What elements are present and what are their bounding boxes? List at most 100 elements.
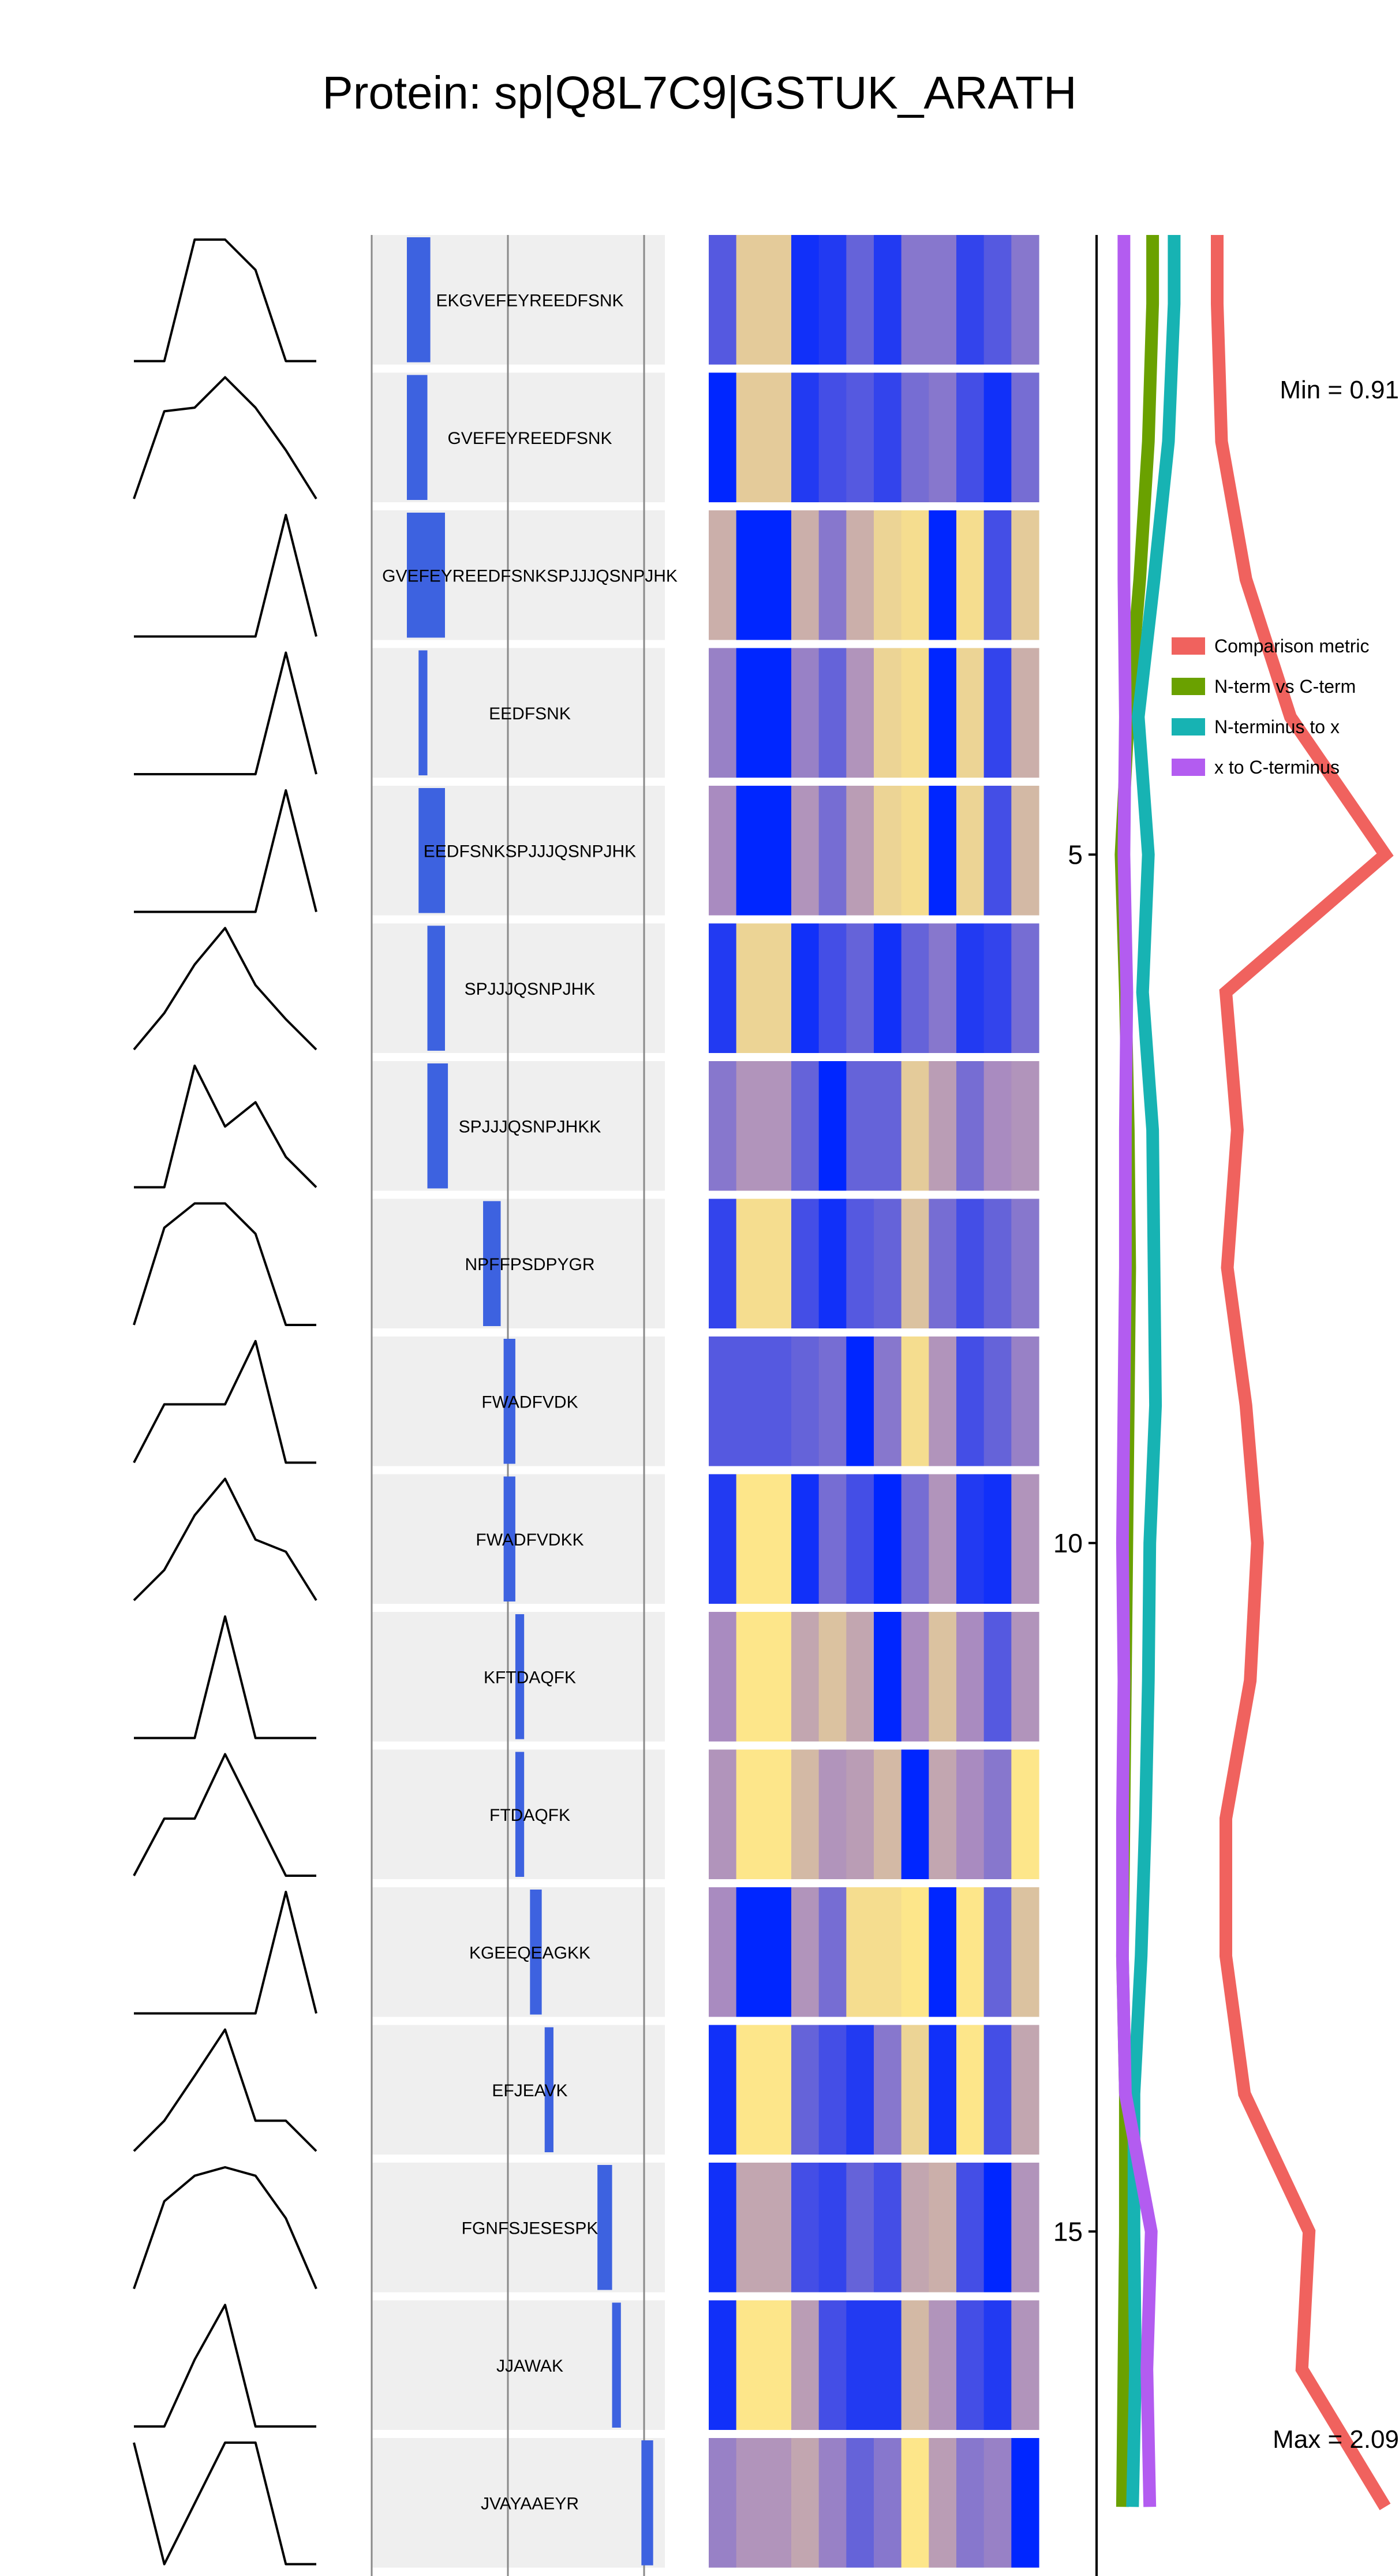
heatmap-cell [846,1749,874,1879]
heatmap-cell [791,1336,820,1466]
heatmap-cell [901,1474,929,1604]
heatmap-cell [1011,648,1039,778]
heatmap-cell [983,1474,1012,1604]
peptide-row-bg [372,1474,665,1604]
heatmap-cell [983,648,1012,778]
heatmap-cell [764,2438,792,2568]
y-tick-label: 5 [1068,839,1083,869]
heatmap-cell [929,786,957,916]
heatmap-cell [818,1612,847,1742]
peptide-row-bg [372,2025,665,2155]
heatmap-cell [846,1199,874,1328]
heatmap-cell [818,923,847,1053]
legend-entry: x to C-terminus [1214,757,1340,778]
heatmap-cell [956,648,985,778]
heatmap-cell [956,2163,985,2293]
heatmap-cell [791,235,820,365]
heatmap-cell [764,786,792,916]
heatmap-cell [929,1474,957,1604]
heatmap-cell [736,510,764,640]
heatmap-cell [791,2025,820,2155]
heatmap-cell [846,510,874,640]
heatmap-cell [901,1336,929,1466]
heatmap-cell [874,1887,902,2017]
peptide-sequence-label: SPJJJQSNPJHK [465,980,596,999]
heatmap-cell [874,235,902,365]
heatmap-cell [764,510,792,640]
heatmap-cell [709,1612,737,1742]
heatmap-cell [1011,2300,1039,2430]
heatmap-cell [983,786,1012,916]
heatmap-cell [846,2438,874,2568]
heatmap-cell [791,2163,820,2293]
heatmap-cell [983,372,1012,502]
heatmap-cell [983,923,1012,1053]
heatmap-cell [901,510,929,640]
heatmap-cell [818,2025,847,2155]
heatmap-cell [874,2438,902,2568]
heatmap-cell [929,1887,957,2017]
heatmap-cell [983,2025,1012,2155]
heatmap-cell [956,1474,985,1604]
heatmap-cell [764,1887,792,2017]
heatmap-cell [709,1887,737,2017]
heatmap-cell [736,2438,764,2568]
heatmap-cell [956,923,985,1053]
heatmap-cell [901,1887,929,2017]
heatmap-cell [983,1199,1012,1328]
heatmap-cell [709,1199,737,1328]
heatmap-cell [846,1474,874,1604]
peptide-coverage-bar [612,2302,621,2428]
heatmap-cell [983,1887,1012,2017]
heatmap-cell [736,2025,764,2155]
heatmap-cell [791,1887,820,2017]
heatmap-cell [901,648,929,778]
peptide-coverage-bar [503,1476,515,1601]
heatmap-cell [791,1199,820,1328]
heatmap-cell [983,1749,1012,1879]
heatmap-cell [901,372,929,502]
heatmap-cell [709,1336,737,1466]
heatmap-cell [929,372,957,502]
heatmap-cell [901,2438,929,2568]
legend-swatch [1172,759,1205,776]
heatmap-cell [1011,235,1039,365]
heatmap-cell [874,372,902,502]
peptide-coverage-bar [641,2440,653,2566]
heatmap-cell [764,648,792,778]
heatmap-cell [1011,2025,1039,2155]
heatmap-cell [791,372,820,502]
heatmap-cell [1011,2438,1039,2568]
heatmap-cell [818,1199,847,1328]
heatmap-cell [764,2300,792,2430]
heatmap-cell [764,2025,792,2155]
heatmap-cell [956,235,985,365]
heatmap-cell [929,2163,957,2293]
heatmap-cell [929,1199,957,1328]
heatmap-cell [709,1474,737,1604]
heatmap-cell [983,1612,1012,1742]
heatmap-cell [709,2025,737,2155]
heatmap-cell [846,2300,874,2430]
profile-line [133,2441,316,2566]
profile-line [133,1340,316,1464]
heatmap-cell [764,1061,792,1191]
heatmap-cell [709,2300,737,2430]
heatmap-cell [764,235,792,365]
heatmap-cell [791,2438,820,2568]
heatmap-cell [874,1061,902,1191]
heatmap-cell [901,1199,929,1328]
peptide-sequence-label: KFTDAQFK [484,1668,576,1687]
heatmap-cell [846,1061,874,1191]
heatmap-cell [874,1336,902,1466]
heatmap-cell [901,235,929,365]
peptide-sequence-label: EEDFSNKSPJJJQSNPJHK [424,842,636,861]
legend-swatch [1172,678,1205,695]
heatmap-cell [901,1612,929,1742]
heatmap-cell [736,1336,764,1466]
max-value-label: Max = 2.09 [1273,2425,1399,2454]
profile-line [133,2028,317,2152]
heatmap-cell [736,2300,764,2430]
heatmap-cell [818,2163,847,2293]
